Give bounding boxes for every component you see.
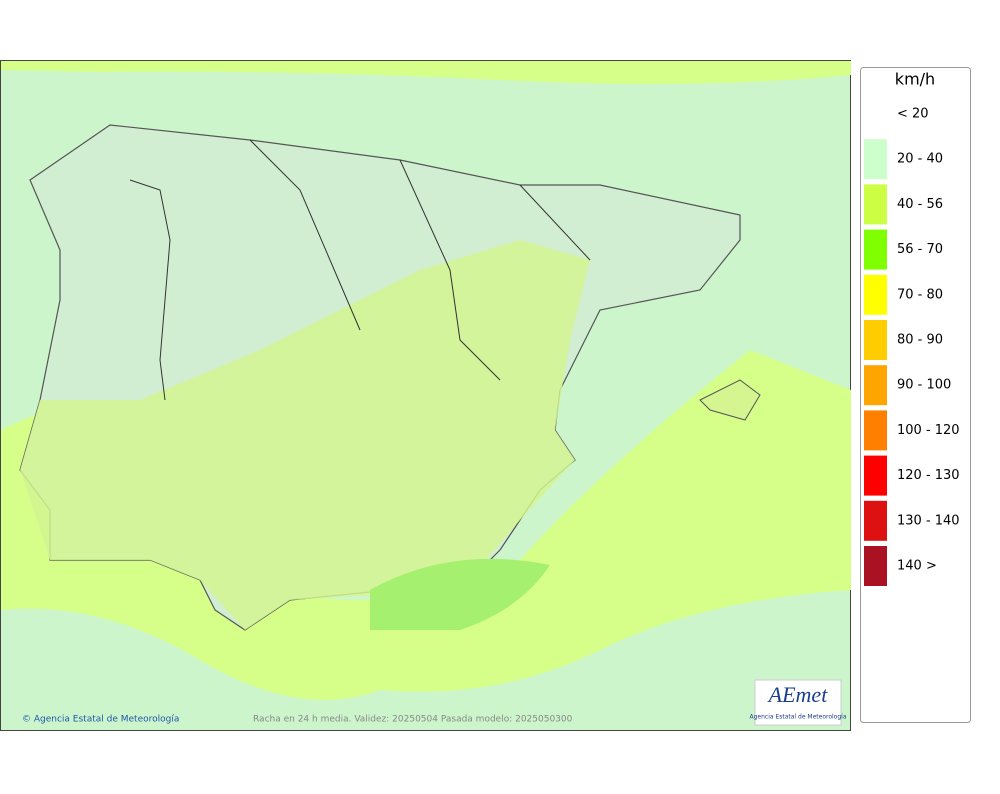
borders <box>129 139 591 401</box>
wind-zone <box>1 61 851 84</box>
logo-subtitle: Agencia Estatal de Meteorología <box>750 714 847 721</box>
legend-swatch <box>864 184 887 225</box>
legend-label: 56 - 70 <box>897 242 943 257</box>
legend: km/h < 20 20 - 40 40 - 56 56 - 70 70 - 80 80 … <box>860 67 971 723</box>
legend-label: 80 - 90 <box>897 333 943 348</box>
map: © Agencia Estatal de Meteorología Racha … <box>0 60 851 731</box>
wind-zone <box>1 350 851 700</box>
wind-zone <box>370 558 550 630</box>
legend-swatch <box>864 229 887 270</box>
wind-zone <box>20 240 590 630</box>
credit: © Agencia Estatal de Meteorología <box>22 715 179 725</box>
legend-swatch <box>864 546 887 586</box>
legend-swatch <box>864 500 887 541</box>
caption: Racha en 24 h media. Validez: 20250504 P… <box>253 715 573 725</box>
legend-swatch <box>864 274 887 315</box>
legend-label: 130 - 140 <box>897 513 960 528</box>
legend-swatch <box>864 455 887 496</box>
legend-label: < 20 <box>897 107 929 122</box>
legend-label: 40 - 56 <box>897 197 943 212</box>
legend-label: 100 - 120 <box>897 423 960 438</box>
legend-label: 140 > <box>897 559 937 574</box>
legend-title: km/h <box>895 70 935 89</box>
legend-label: 120 - 130 <box>897 468 960 483</box>
legend-label: 20 - 40 <box>897 152 943 167</box>
legend-swatch <box>864 320 887 360</box>
legend-label: 70 - 80 <box>897 287 943 302</box>
logo-box <box>754 679 842 726</box>
legend-swatch <box>864 365 887 406</box>
legend-swatch <box>864 410 887 451</box>
logo: AEmet <box>767 682 829 707</box>
legend-label: 90 - 100 <box>897 378 951 393</box>
legend-box <box>860 67 971 723</box>
legend-swatch <box>864 139 887 180</box>
island <box>699 379 761 421</box>
